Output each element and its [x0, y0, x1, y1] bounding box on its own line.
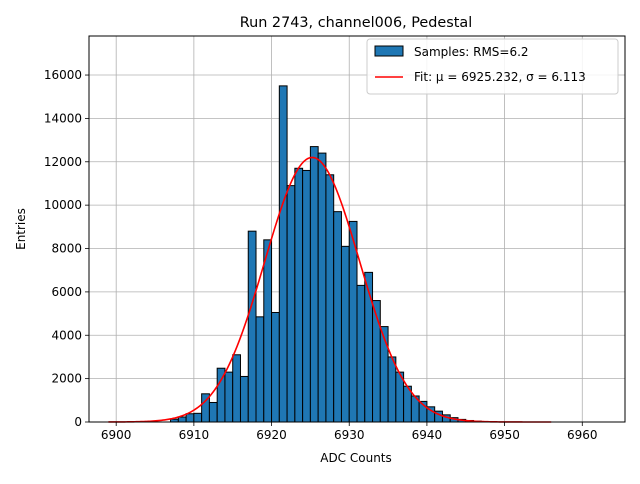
- y-tick-label: 12000: [44, 155, 82, 169]
- x-tick-label: 6900: [101, 428, 132, 442]
- histogram-bar: [364, 271, 374, 423]
- y-tick-label: 14000: [44, 111, 82, 125]
- legend: Samples: RMS=6.2 Fit: μ = 6925.232, σ = …: [366, 38, 619, 95]
- histogram-bar: [193, 412, 203, 423]
- histogram-bar: [325, 174, 335, 423]
- histogram-bar: [387, 356, 397, 423]
- histogram-bar: [271, 311, 280, 423]
- x-axis-ticks: 6900 6910 6920 6930 6940 6950 6960: [101, 422, 598, 442]
- histogram-bar: [232, 354, 241, 423]
- x-tick-label: 6960: [567, 428, 598, 442]
- histogram-bar: [177, 416, 187, 423]
- legend-fit-label: Fit: μ = 6925.232, σ = 6.113: [414, 70, 586, 84]
- histogram-bar: [224, 371, 234, 423]
- histogram-bar: [208, 401, 218, 423]
- legend-histogram-swatch: [374, 45, 404, 57]
- histogram-bar: [348, 220, 358, 423]
- histogram-bar: [340, 245, 350, 423]
- histogram-bar: [278, 85, 288, 423]
- histogram-bar: [239, 375, 249, 423]
- legend-histogram-label: Samples: RMS=6.2: [414, 45, 529, 59]
- fit-curve-layer: [108, 156, 552, 423]
- plot-area-frame: [88, 35, 626, 423]
- histogram-bar: [372, 300, 381, 423]
- y-tick-label: 4000: [51, 328, 82, 342]
- histogram-bar: [263, 239, 273, 423]
- y-tick-label: 2000: [51, 372, 82, 386]
- y-tick-label: 0: [74, 415, 82, 429]
- y-tick-label: 8000: [51, 242, 82, 256]
- x-tick-label: 6950: [489, 428, 520, 442]
- gaussian-fit-curve: [108, 156, 552, 423]
- x-axis-label: ADC Counts: [320, 451, 392, 465]
- y-tick-label: 6000: [51, 285, 82, 299]
- chart-title: Run 2743, channel006, Pedestal: [240, 15, 472, 31]
- x-tick-label: 6940: [412, 428, 443, 442]
- y-tick-label: 10000: [44, 198, 82, 212]
- histogram-bar: [247, 230, 257, 423]
- histogram-bar: [317, 152, 327, 423]
- histogram-bar: [356, 284, 366, 423]
- histogram-bar: [286, 185, 296, 423]
- histogram-bar: [255, 316, 265, 423]
- histogram-bar: [302, 169, 311, 423]
- y-axis-label: Entries: [14, 208, 28, 250]
- x-tick-label: 6930: [334, 428, 365, 442]
- legend-box: [366, 38, 619, 95]
- x-tick-label: 6910: [179, 428, 210, 442]
- histogram-bar: [294, 167, 304, 423]
- x-tick-label: 6920: [256, 428, 287, 442]
- y-axis-ticks: 0 2000 4000 6000 8000 10000 12000 14000 16000: [44, 68, 89, 429]
- histogram-bar: [333, 211, 342, 423]
- y-tick-label: 16000: [44, 68, 82, 82]
- histogram-bar: [379, 326, 389, 423]
- histogram-bar: [185, 413, 195, 423]
- histogram-bars: [170, 85, 482, 423]
- histogram-bar: [309, 146, 319, 423]
